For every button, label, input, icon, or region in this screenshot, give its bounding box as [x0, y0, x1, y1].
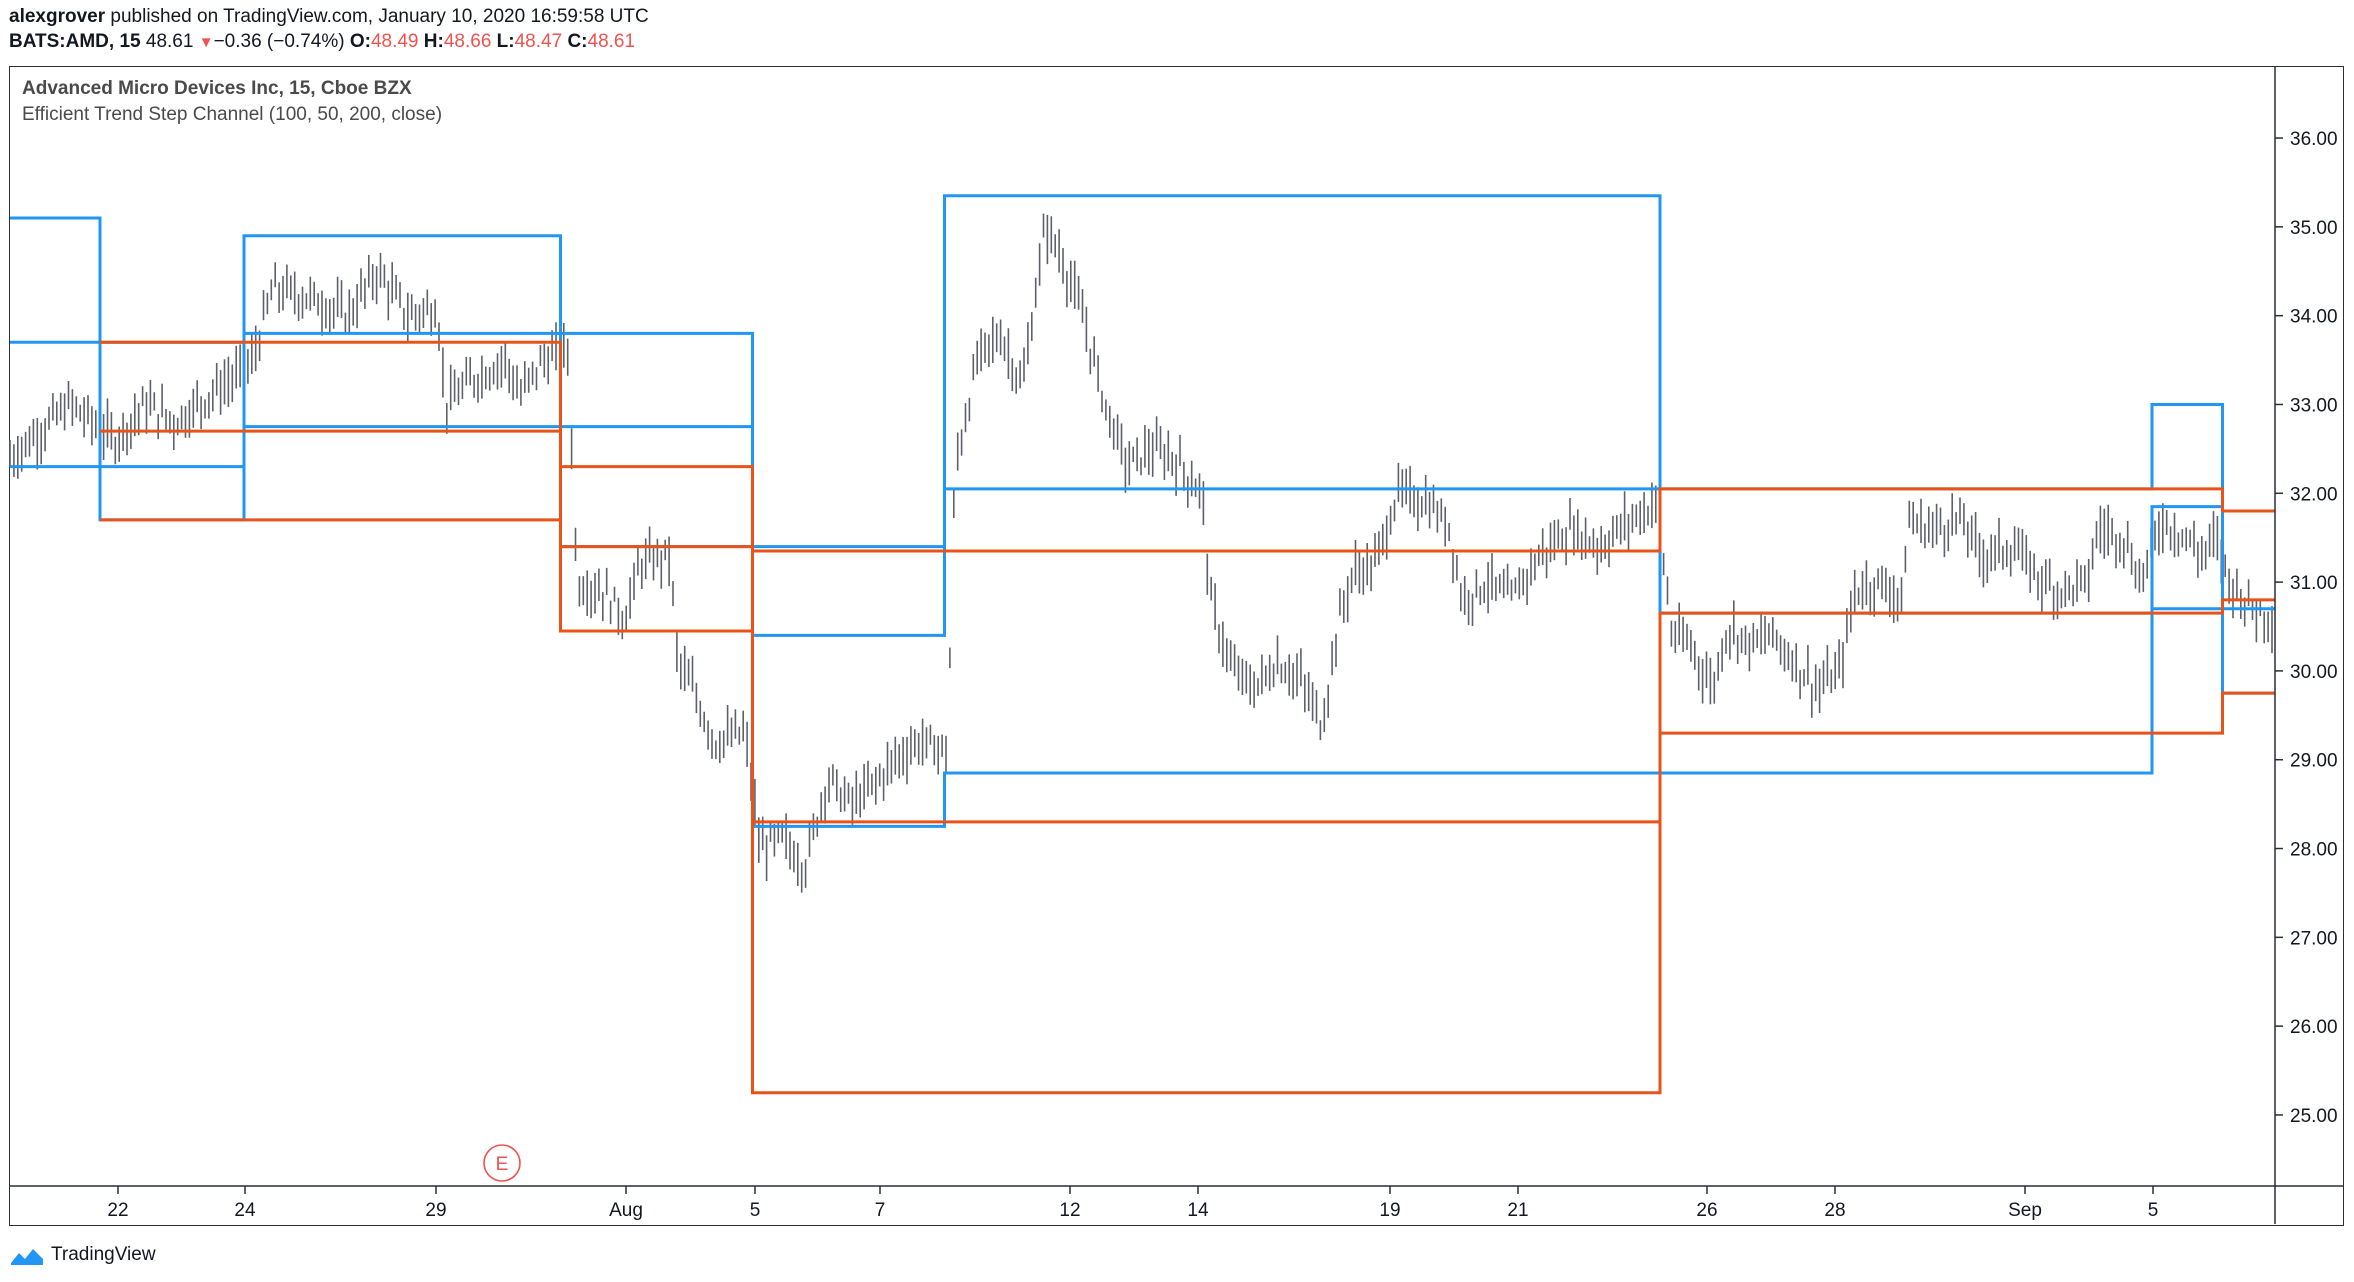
- price-change: −0.36 (−0.74%): [213, 31, 345, 52]
- price-tick-label: 27.00: [2290, 928, 2338, 949]
- chart-frame: [9, 66, 2344, 1226]
- price-tick-label: 29.00: [2290, 751, 2338, 772]
- chart-legend-title: Advanced Micro Devices Inc, 15, Cboe BZX: [22, 78, 412, 99]
- channel-step-line: [100, 340, 2275, 553]
- time-tick-label: 14: [1187, 1200, 1209, 1221]
- time-tick-label: 28: [1824, 1200, 1845, 1221]
- time-tick-label: 7: [875, 1200, 886, 1221]
- axes-layer: 25.00 26.00 27.00 28.00 29.00 30.00 31.00 32.00…: [10, 67, 2343, 1224]
- channel-step-line: [10, 194, 2275, 549]
- low-label: L:: [496, 31, 515, 52]
- price-tick-label: 30.00: [2290, 662, 2338, 683]
- time-tick-label: 26: [1696, 1200, 1717, 1221]
- channel-step-line: [100, 429, 2275, 824]
- indicator-legend[interactable]: Efficient Trend Step Channel (100, 50, 2…: [22, 104, 443, 125]
- publish-info: alexgrover published on TradingView.com,…: [9, 6, 649, 28]
- time-tick-label: 5: [750, 1200, 761, 1221]
- channel-step-line: [100, 518, 2275, 1095]
- symbol-info: BATS:AMD, 15 48.61 ▼−0.36 (−0.74%) O:48.…: [9, 31, 635, 54]
- channel-step-line: [10, 425, 2275, 828]
- price-tick-label: 32.00: [2290, 484, 2338, 505]
- earnings-marker-icon[interactable]: [483, 1144, 521, 1182]
- channel-step-line: [10, 331, 2275, 775]
- price-tick-label: 33.00: [2290, 395, 2338, 416]
- symbol-label: BATS:AMD, 15: [9, 31, 141, 52]
- candles-layer: [9, 213, 2273, 893]
- earnings-marker-label: E: [496, 1154, 509, 1175]
- price-tick-label: 28.00: [2290, 840, 2338, 861]
- price-tick-label: 26.00: [2290, 1017, 2338, 1038]
- price-tick-label: 34.00: [2290, 307, 2338, 328]
- open-value: 48.49: [370, 31, 419, 52]
- price-tick-label: 25.00: [2290, 1106, 2338, 1127]
- price-tick-label: 36.00: [2290, 129, 2338, 150]
- time-tick-label: 24: [234, 1200, 256, 1221]
- footer-brand-label: TradingView: [51, 1244, 156, 1265]
- published-text: published on TradingView.com, January 10…: [110, 6, 649, 27]
- time-tick-label: 22: [107, 1200, 128, 1221]
- close-value: 48.61: [587, 31, 636, 52]
- high-label: H:: [423, 31, 444, 52]
- price-tick-label: 31.00: [2290, 573, 2338, 594]
- tradingview-logo-icon: [11, 1249, 43, 1265]
- channel-steps-layer: [10, 194, 2275, 1095]
- footer-brand[interactable]: TradingView: [9, 1241, 156, 1269]
- time-tick-label: 29: [425, 1200, 446, 1221]
- time-tick-label: 12: [1059, 1200, 1080, 1221]
- close-label: C:: [567, 31, 588, 52]
- time-tick-label: Aug: [609, 1200, 643, 1221]
- time-tick-label: Sep: [2008, 1200, 2042, 1221]
- publisher-name[interactable]: alexgrover: [9, 6, 106, 27]
- last-price: 48.61: [145, 31, 194, 52]
- high-value: 48.66: [443, 31, 492, 52]
- down-triangle-icon: ▼: [198, 34, 214, 51]
- time-tick-label: 5: [2148, 1200, 2159, 1221]
- time-tick-label: 21: [1507, 1200, 1528, 1221]
- price-tick-label: 35.00: [2290, 218, 2338, 239]
- low-value: 48.47: [514, 31, 563, 52]
- open-label: O:: [349, 31, 371, 52]
- time-tick-label: 19: [1379, 1200, 1400, 1221]
